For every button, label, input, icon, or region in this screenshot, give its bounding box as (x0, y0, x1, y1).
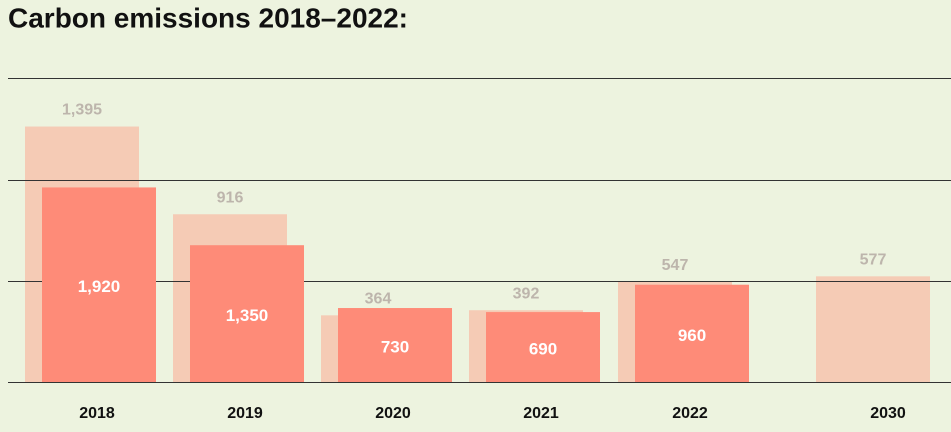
value-label: 364 (365, 291, 392, 308)
grid (8, 78, 951, 383)
x-tick-label: 2018 (79, 405, 115, 422)
x-tick-label: 2030 (870, 405, 906, 422)
bar (42, 187, 156, 382)
value-label: 1,350 (226, 306, 269, 325)
value-label: 730 (381, 337, 409, 356)
bar (486, 312, 600, 382)
bar (816, 276, 930, 382)
value-label: 392 (513, 285, 540, 302)
bar (338, 308, 452, 382)
x-tick-label: 2019 (227, 405, 263, 422)
x-tick-label: 2021 (523, 405, 559, 422)
chart-title: Carbon emissions 2018–2022: (8, 2, 408, 33)
x-tick-label: 2020 (375, 405, 411, 422)
value-label: 1,920 (78, 277, 121, 296)
front-bars (42, 187, 749, 382)
value-label: 1,395 (62, 102, 102, 119)
x-tick-label: 2022 (672, 405, 708, 422)
value-label: 960 (678, 326, 706, 345)
value-label: 577 (860, 252, 887, 269)
bar (635, 284, 749, 382)
value-label: 547 (662, 257, 689, 274)
labels: 2018 2019 2020 2021 2022 2030 1,395 916 364 392 54… (62, 102, 906, 422)
value-label: 690 (529, 340, 557, 359)
bar (190, 245, 304, 382)
value-label: 916 (217, 189, 244, 206)
